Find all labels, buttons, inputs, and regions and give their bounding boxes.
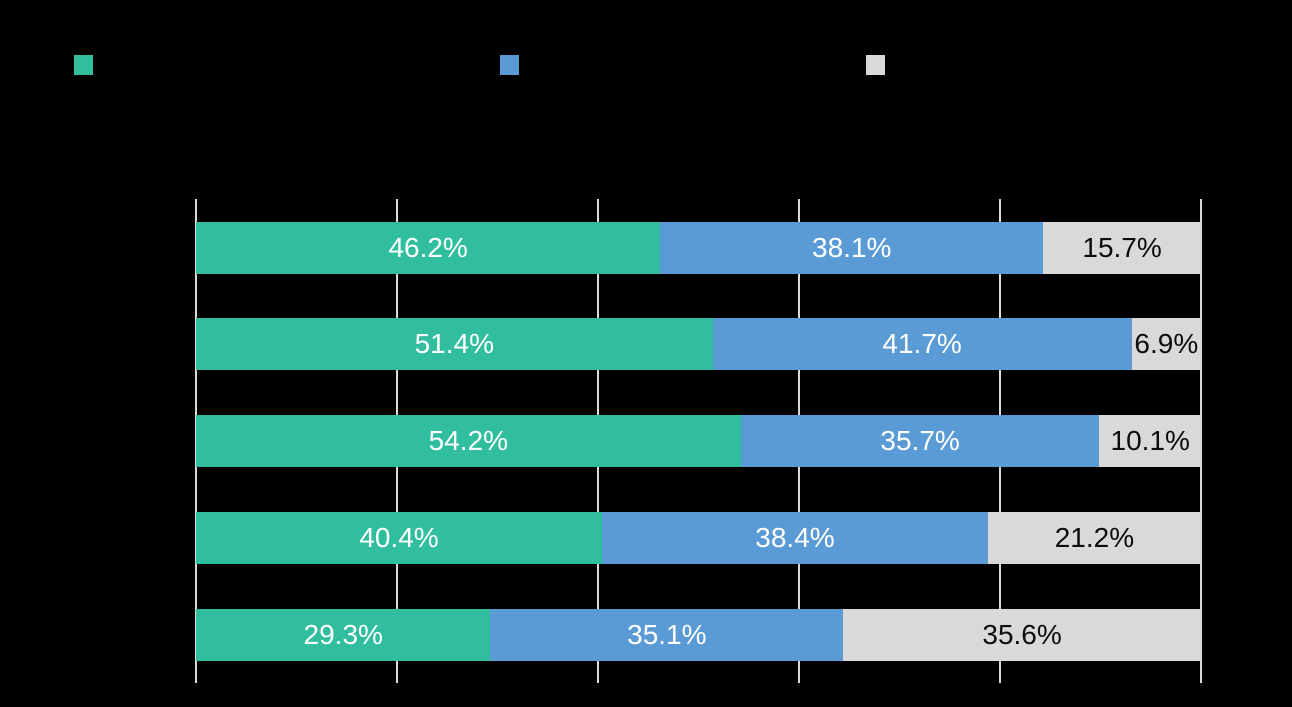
bar-value-label: 15.7% bbox=[1082, 231, 1162, 263]
bar-segment-series-teal: 46.2% bbox=[196, 221, 661, 274]
bar-segment-series-gray: 10.1% bbox=[1099, 415, 1201, 468]
bar-value-label: 35.1% bbox=[627, 618, 707, 650]
bar-value-label: 40.4% bbox=[359, 522, 439, 553]
bar-value-label: 35.7% bbox=[880, 425, 960, 457]
bar-value-label: 6.9% bbox=[1134, 328, 1199, 360]
bar-segment-series-teal: 54.2% bbox=[196, 415, 741, 468]
bar-row: 46.2% 38.1% 15.7% bbox=[196, 221, 1201, 274]
gridline bbox=[1200, 199, 1202, 683]
bar-row: 40.4% 38.4% 21.2% bbox=[196, 512, 1201, 564]
plot-area: 46.2% 38.1% 15.7% 51.4% 41.7% 6.9% 54.2% 35.7% 1… bbox=[195, 199, 1202, 683]
bar-value-label: 41.7% bbox=[882, 328, 962, 360]
legend-swatch-series-teal bbox=[74, 55, 93, 75]
bar-row: 51.4% 41.7% 6.9% bbox=[196, 318, 1201, 371]
bar-value-label: 38.1% bbox=[812, 231, 892, 263]
bar-segment-series-teal: 29.3% bbox=[196, 608, 491, 661]
bar-value-label: 21.2% bbox=[1054, 522, 1135, 553]
bar-value-label: 54.2% bbox=[428, 425, 509, 457]
bar-segment-series-gray: 15.7% bbox=[1043, 221, 1201, 274]
bar-row: 54.2% 35.7% 10.1% bbox=[196, 415, 1201, 468]
bar-segment-series-blue: 35.7% bbox=[740, 415, 1100, 468]
bar-value-label: 29.3% bbox=[303, 618, 383, 650]
legend-swatch-series-gray bbox=[866, 55, 885, 75]
bar-value-label: 35.6% bbox=[982, 618, 1062, 650]
bar-segment-series-blue: 38.4% bbox=[602, 512, 988, 564]
bar-segment-series-gray: 21.2% bbox=[987, 512, 1201, 564]
bar-segment-series-teal: 51.4% bbox=[196, 318, 713, 371]
bar-segment-series-teal: 40.4% bbox=[196, 512, 603, 564]
bar-row: 29.3% 35.1% 35.6% bbox=[196, 608, 1201, 661]
bar-segment-series-blue: 35.1% bbox=[490, 608, 844, 661]
bar-value-label: 38.4% bbox=[755, 522, 835, 553]
bar-value-label: 46.2% bbox=[388, 231, 468, 263]
bar-value-label: 10.1% bbox=[1110, 425, 1190, 457]
bar-segment-series-blue: 38.1% bbox=[660, 221, 1044, 274]
bar-value-label: 51.4% bbox=[414, 328, 494, 360]
legend-swatch-series-blue bbox=[500, 55, 519, 75]
bar-segment-series-gray: 35.6% bbox=[843, 608, 1201, 661]
bar-segment-series-blue: 41.7% bbox=[712, 318, 1132, 371]
bar-segment-series-gray: 6.9% bbox=[1131, 318, 1201, 371]
